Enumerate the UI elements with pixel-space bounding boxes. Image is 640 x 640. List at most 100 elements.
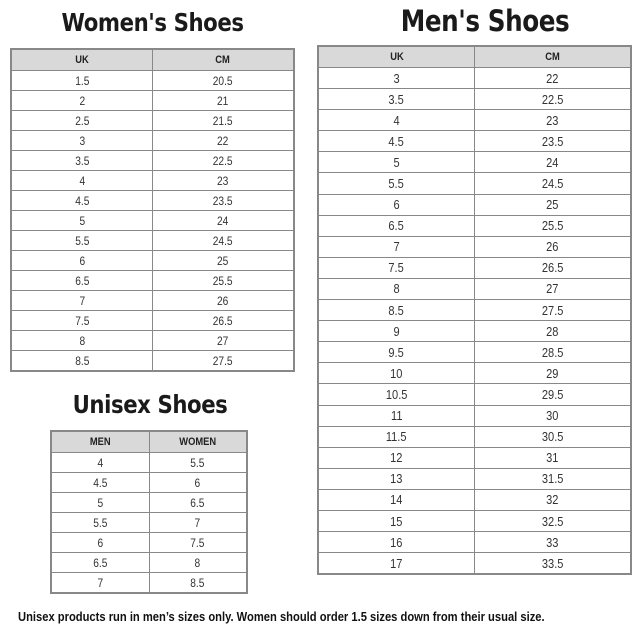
table-cell: 31.5 [474,467,632,490]
table-row: 14 32 [317,488,632,511]
table-row: 10 29 [317,362,632,385]
cell-value: 4 [393,112,400,128]
table-cell: 8 [148,552,248,573]
table-cell: 3.5 [10,150,153,171]
table-cell: 9.5 [317,341,475,364]
cell-value: 31.5 [541,471,564,487]
cell-value: 5.5 [388,176,405,192]
cell-value: 12 [390,450,403,466]
table-row: 2.5 21.5 [10,110,295,131]
women-title: Women's Shoes [61,8,244,37]
table-cell: 4.5 [10,190,153,211]
table-cell: 11.5 [317,425,475,448]
table-cell: 17 [317,552,475,575]
column-header: UK [10,48,153,71]
table-cell: 24 [152,210,295,231]
table-row: 11.5 30.5 [317,425,632,448]
table-row: 9 28 [317,320,632,343]
cell-value: 7 [393,239,400,255]
table-cell: 4 [10,170,153,191]
cell-value: 2 [79,93,85,108]
cell-value: 27 [546,281,559,297]
cell-value: 6 [194,475,201,490]
cell-value: 10 [390,365,403,381]
cell-value: 27 [217,333,229,348]
header-row: MEN WOMEN [50,430,248,453]
table-row: 13 31.5 [317,467,632,490]
header-label: UK [389,51,404,63]
table-row: 7.5 26.5 [317,256,632,279]
table-cell: 3 [10,130,153,151]
table-row: 6 25 [317,193,632,216]
table-cell: 7.5 [10,310,153,331]
header-label: CM [545,51,560,63]
table-cell: 4 [317,109,475,132]
cell-value: 15 [390,513,403,529]
table-cell: 29 [474,362,632,385]
cell-value: 17 [390,555,403,571]
header-row: UK CM [317,45,632,68]
cell-value: 3 [79,133,85,148]
table-cell: 5 [317,151,475,174]
header-row: UK CM [10,48,295,71]
table-cell: 4.5 [50,472,150,493]
cell-value: 8.5 [74,353,90,368]
cell-value: 33.5 [541,555,564,571]
table-row: 5 24 [317,151,632,174]
cell-value: 32.5 [541,513,564,529]
table-row: 10.5 29.5 [317,383,632,406]
cell-value: 21.5 [213,113,233,128]
table-row: 4.5 6 [50,472,248,493]
cell-value: 5 [97,495,104,510]
cell-value: 8 [194,555,201,570]
table-row: 3 22 [317,66,632,90]
table-cell: 16 [317,531,475,554]
table-cell: 27.5 [152,350,295,372]
header-label: UK [75,54,89,66]
table-row: 6.5 25.5 [10,270,295,291]
column-header: CM [474,45,632,68]
table-row: 6 25 [10,250,295,271]
header-label: MEN [89,436,111,448]
cell-value: 22.5 [541,91,564,107]
table-cell: 8 [317,277,475,301]
cell-value: 26 [217,293,229,308]
table-cell: 7 [50,572,150,594]
cell-value: 8 [79,333,85,348]
cell-value: 23 [546,112,559,128]
cell-value: 23.5 [213,193,233,208]
cell-value: 3 [393,70,400,86]
header-label: WOMEN [179,436,217,448]
cell-value: 6.5 [388,218,405,234]
table-row: 3 22 [10,130,295,151]
table-row: 6.5 25.5 [317,214,632,237]
table-cell: 13 [317,467,475,490]
table-cell: 5.5 [148,452,248,473]
table-row: 6 7.5 [50,532,248,553]
table-cell: 5.5 [50,512,150,533]
column-header: WOMEN [148,430,248,453]
cell-value: 14 [390,492,403,508]
cell-value: 4 [97,455,104,470]
cell-value: 6.5 [93,555,108,570]
table-cell: 27 [474,277,632,301]
cell-value: 28.5 [541,344,564,360]
cell-value: 6 [393,197,400,213]
cell-value: 30 [546,408,559,424]
cell-value: 7.5 [190,535,205,550]
table-cell: 25 [474,193,632,216]
cell-value: 25 [546,197,559,213]
table-cell: 33 [474,531,632,554]
cell-value: 6 [97,535,104,550]
table-cell: 29.5 [474,383,632,406]
table-cell: 6.5 [10,270,153,291]
cell-value: 4 [79,173,85,188]
cell-value: 5 [393,154,400,170]
table-cell: 21 [152,90,295,111]
table-cell: 24.5 [152,230,295,251]
table-cell: 28 [474,320,632,343]
table-cell: 30.5 [474,425,632,448]
table-row: 4 23 [317,109,632,132]
table-row: 2 21 [10,90,295,111]
cell-value: 13 [390,471,403,487]
